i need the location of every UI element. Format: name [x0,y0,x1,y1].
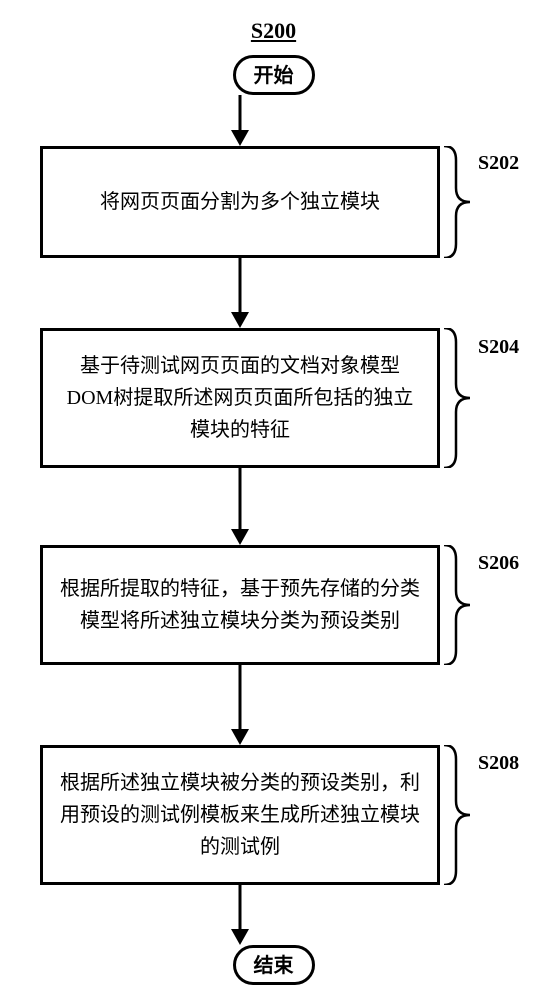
process-s208: 根据所述独立模块被分类的预设类别，利用预设的测试例模板来生成所述独立模块的测试例 [40,745,440,885]
step-label-s206: S206 [478,552,519,575]
step-label-s208: S208 [478,752,519,775]
arrow-head [231,312,249,328]
process-s202: 将网页页面分割为多个独立模块 [40,146,440,258]
start-terminator: 开始 [233,55,315,95]
brace-s206 [442,545,476,665]
brace-s202 [442,146,476,258]
step-label-s202: S202 [478,152,519,175]
arrow-line [239,665,242,729]
arrow-line [239,468,242,529]
step-label-s204: S204 [478,336,519,359]
brace-s204 [442,328,476,468]
arrow-head [231,529,249,545]
process-s204: 基于待测试网页页面的文档对象模型DOM树提取所述网页页面所包括的独立模块的特征 [40,328,440,468]
process-text: 基于待测试网页页面的文档对象模型DOM树提取所述网页页面所包括的独立模块的特征 [57,350,423,446]
end-terminator: 结束 [233,945,315,985]
process-s206: 根据所提取的特征，基于预先存储的分类模型将所述独立模块分类为预设类别 [40,545,440,665]
arrow-head [231,929,249,945]
process-text: 根据所提取的特征，基于预先存储的分类模型将所述独立模块分类为预设类别 [57,573,423,637]
arrow-line [239,258,242,312]
arrow-line [239,95,242,130]
brace-s208 [442,745,476,885]
diagram-title: S200 [251,18,296,44]
process-text: 将网页页面分割为多个独立模块 [100,186,380,218]
arrow-head [231,130,249,146]
arrow-head [231,729,249,745]
arrow-line [239,885,242,929]
end-label: 结束 [254,955,294,977]
start-label: 开始 [254,65,294,87]
process-text: 根据所述独立模块被分类的预设类别，利用预设的测试例模板来生成所述独立模块的测试例 [57,767,423,863]
